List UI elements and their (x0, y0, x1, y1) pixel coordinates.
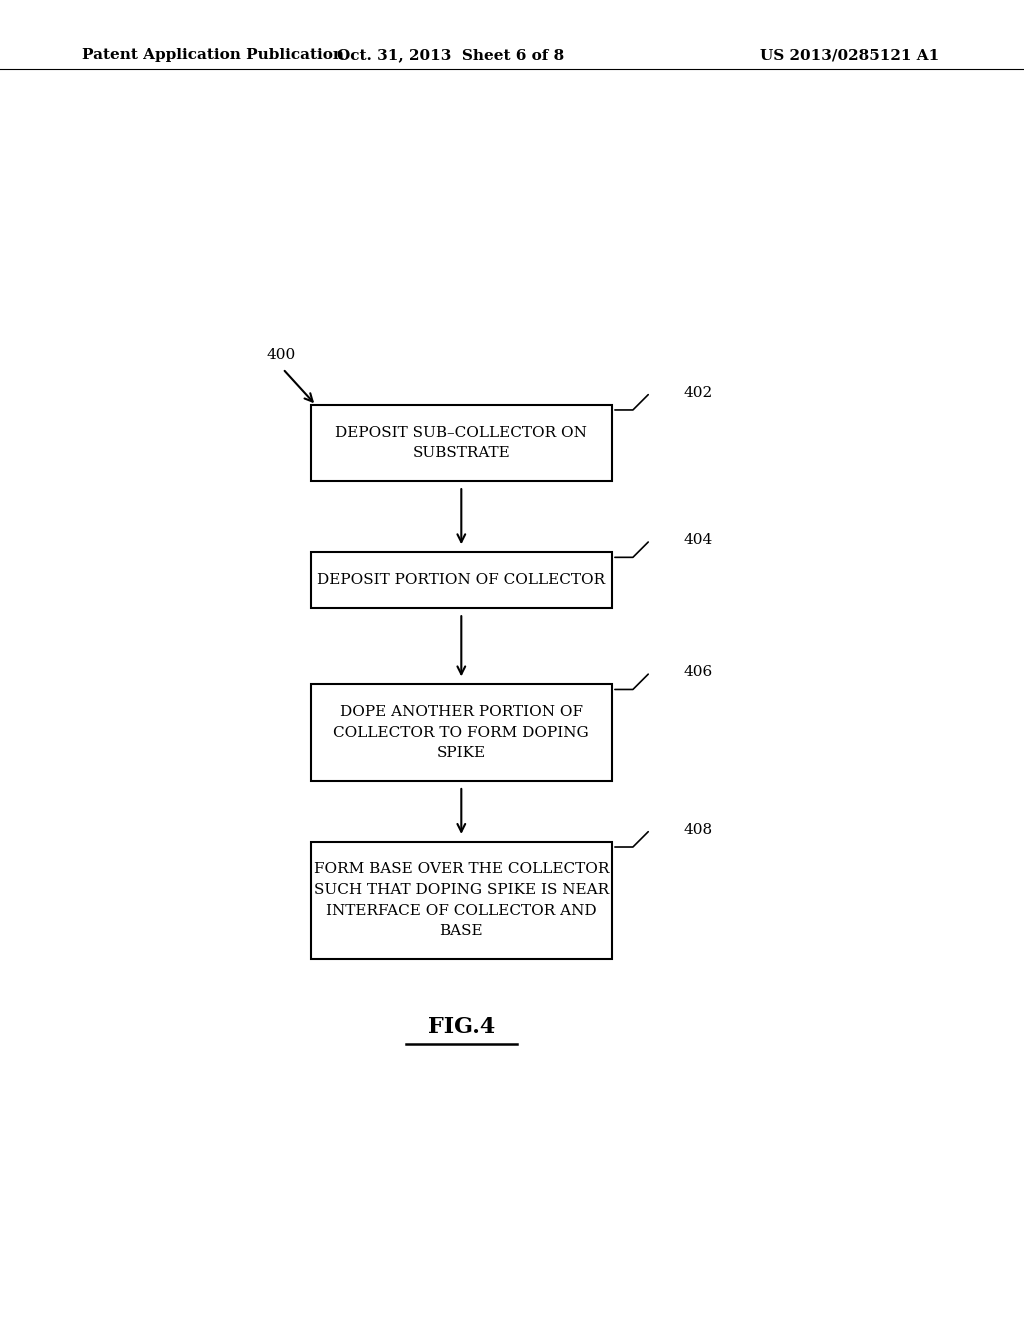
Text: 408: 408 (684, 822, 713, 837)
Text: 402: 402 (684, 385, 713, 400)
Bar (310, 842, 612, 958)
Bar (310, 552, 612, 609)
Text: 406: 406 (684, 665, 713, 680)
Text: 400: 400 (267, 347, 296, 362)
Text: 404: 404 (684, 533, 713, 546)
Text: DOPE ANOTHER PORTION OF
COLLECTOR TO FORM DOPING
SPIKE: DOPE ANOTHER PORTION OF COLLECTOR TO FOR… (334, 705, 589, 760)
Text: DEPOSIT SUB–COLLECTOR ON
SUBSTRATE: DEPOSIT SUB–COLLECTOR ON SUBSTRATE (336, 425, 587, 461)
Bar (310, 405, 612, 480)
Text: DEPOSIT PORTION OF COLLECTOR: DEPOSIT PORTION OF COLLECTOR (317, 573, 605, 587)
Text: Patent Application Publication: Patent Application Publication (82, 49, 344, 62)
Bar (310, 684, 612, 781)
Text: US 2013/0285121 A1: US 2013/0285121 A1 (760, 49, 940, 62)
Text: FORM BASE OVER THE COLLECTOR
SUCH THAT DOPING SPIKE IS NEAR
INTERFACE OF COLLECT: FORM BASE OVER THE COLLECTOR SUCH THAT D… (313, 862, 609, 939)
Text: FIG.4: FIG.4 (428, 1016, 495, 1039)
Text: Oct. 31, 2013  Sheet 6 of 8: Oct. 31, 2013 Sheet 6 of 8 (337, 49, 564, 62)
